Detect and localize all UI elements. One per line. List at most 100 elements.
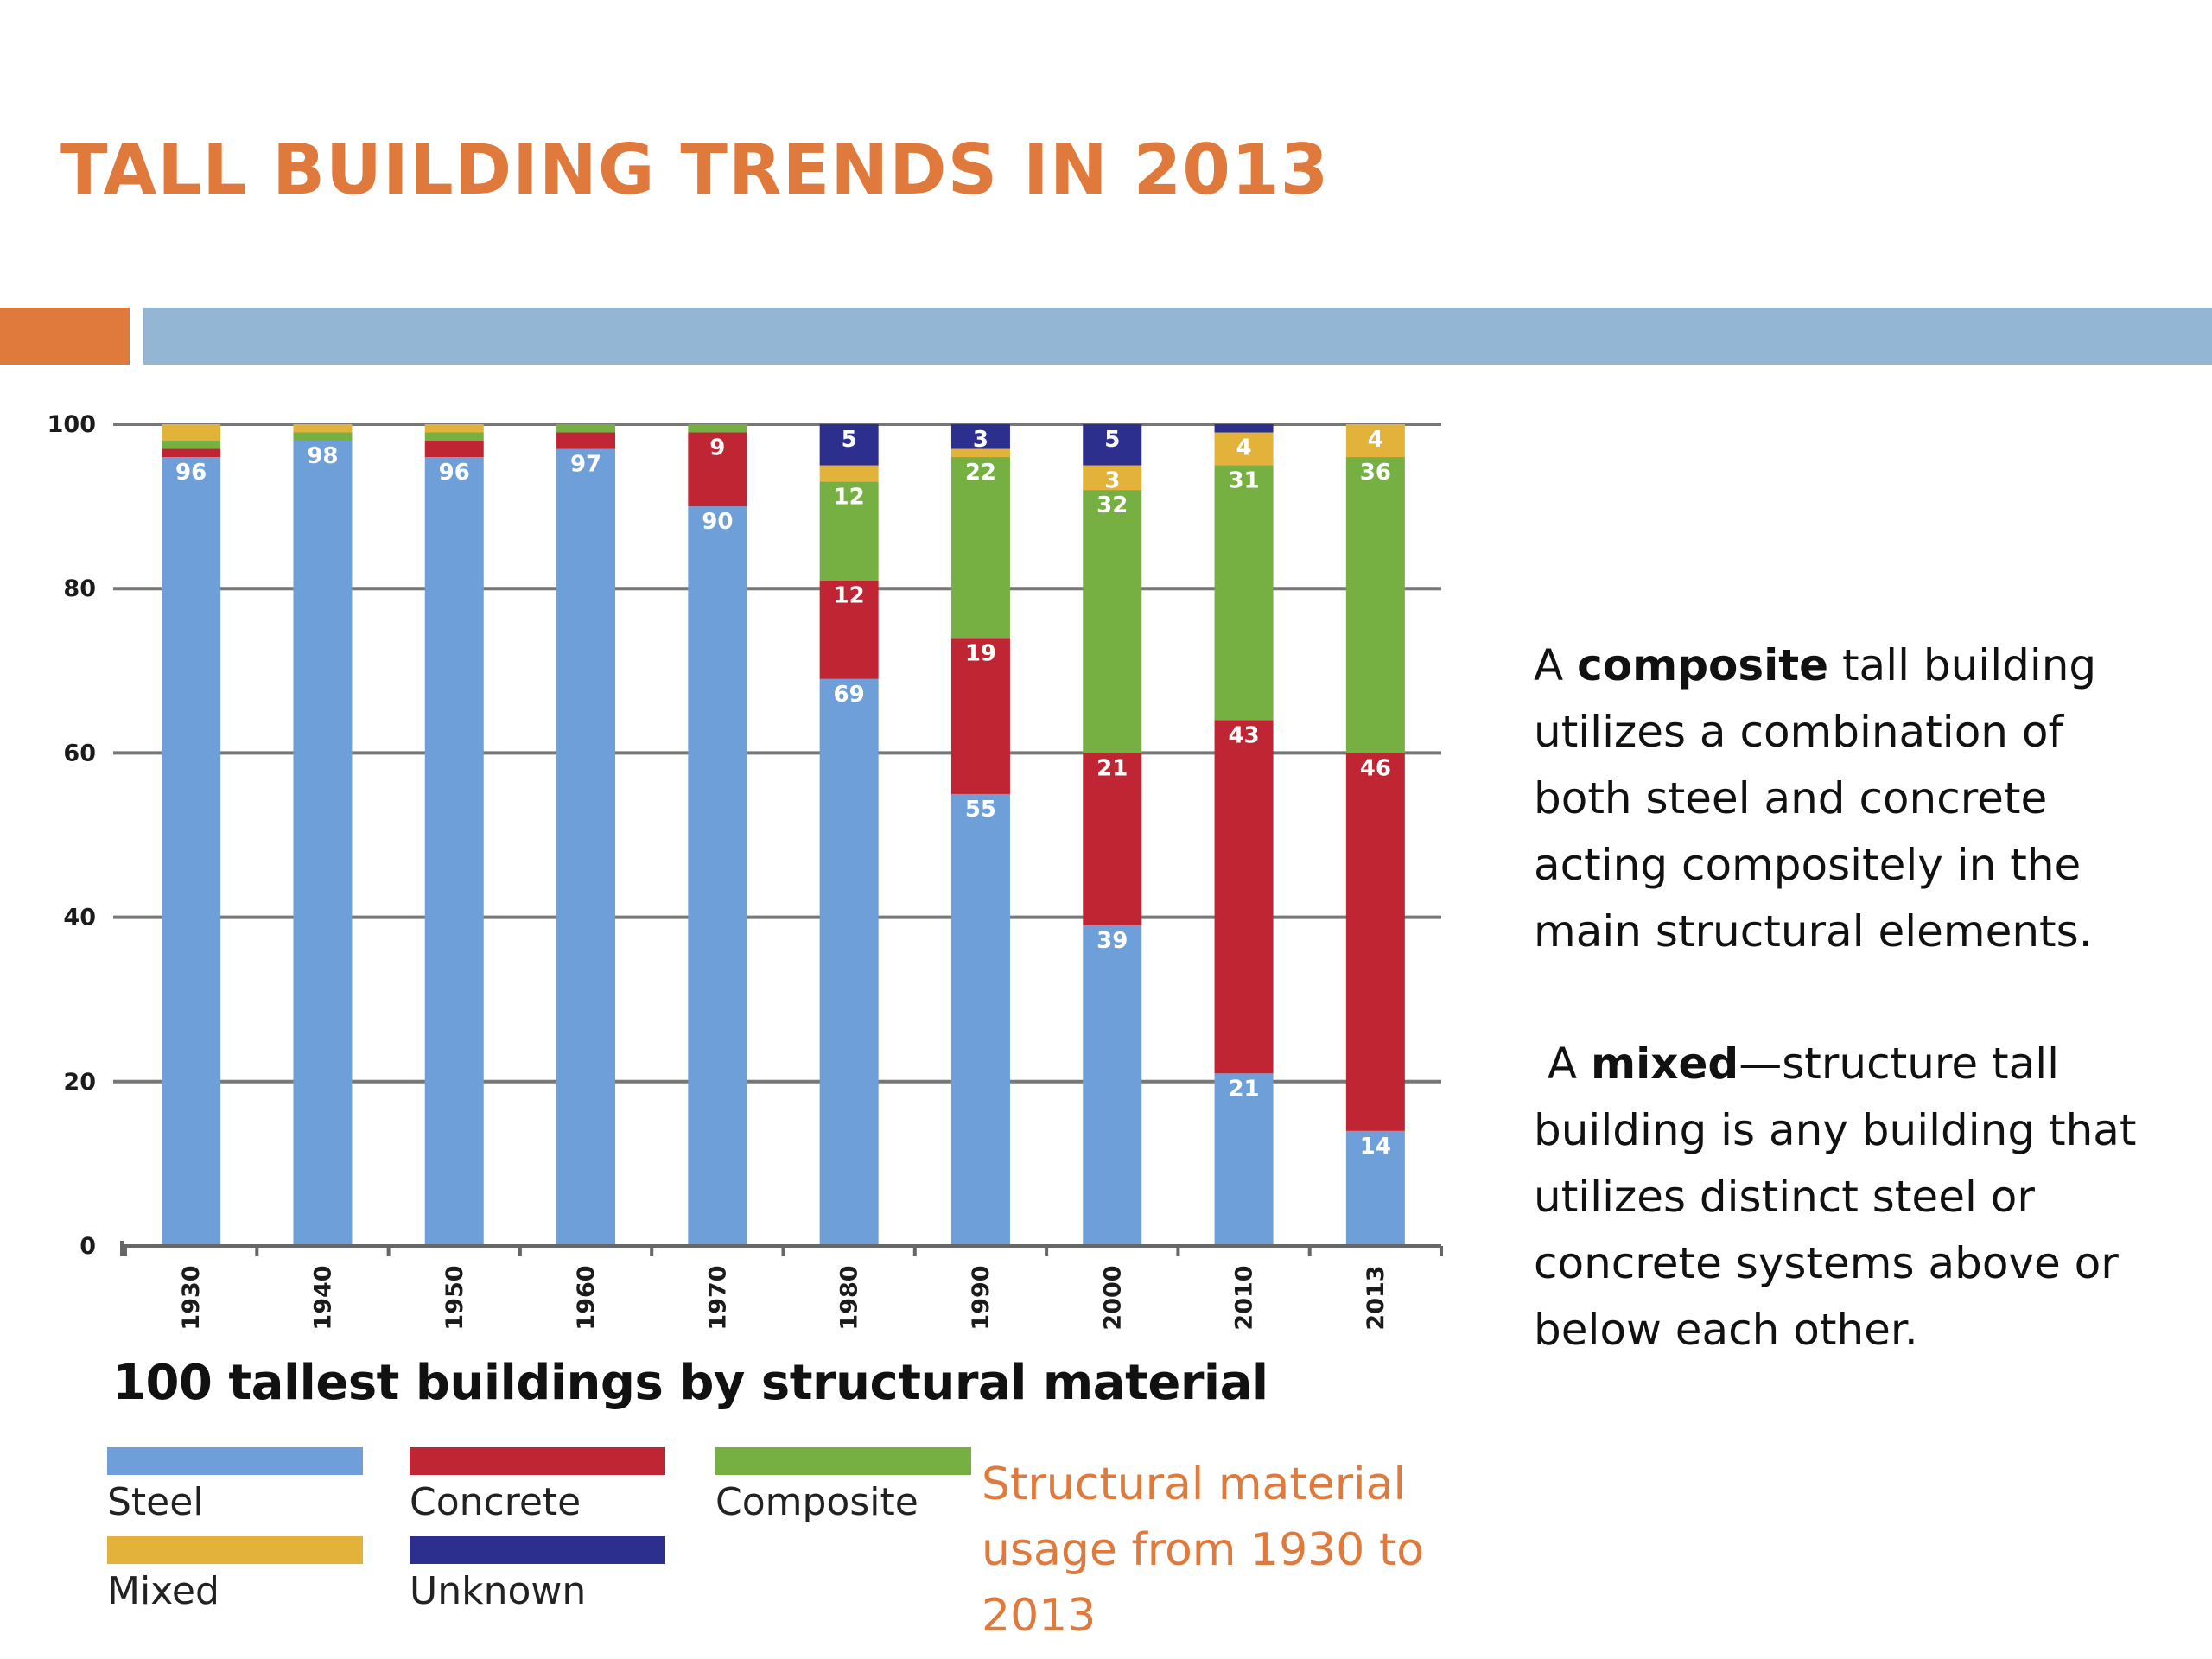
data-label: 5: [842, 427, 857, 453]
legend-label: Composite: [715, 1480, 918, 1524]
data-label: 3: [1104, 468, 1120, 494]
stacked-bar-chart: 0 20 40 60 80 100 96 1930 98 1940 96 1950 97 1960 90 9 1…: [48, 411, 1443, 1331]
data-label: 3: [973, 427, 988, 453]
bar-segment-steel: [556, 448, 616, 1246]
data-label: 32: [1096, 493, 1128, 518]
bar-segment-concrete: [556, 432, 616, 449]
data-label: 46: [1360, 755, 1391, 781]
y-tick-label: 40: [63, 905, 96, 931]
bar-segment-composite: [1214, 465, 1274, 721]
bar-segment-steel: [424, 457, 484, 1246]
data-label: 96: [439, 460, 470, 486]
x-tick-label: 2010: [1231, 1265, 1258, 1330]
bar-segment-mixed: [162, 424, 221, 442]
legend-label: Concrete: [410, 1480, 582, 1524]
bar-segment-mixed: [424, 424, 484, 433]
legend-item-steel: Steel: [107, 1447, 363, 1524]
bar-segment-mixed: [293, 424, 353, 433]
bar-segment-mixed: [1214, 432, 1274, 466]
data-label: 36: [1360, 460, 1391, 486]
bar-segment-steel: [950, 793, 1010, 1246]
data-label: 22: [965, 460, 996, 486]
definition-mixed: A mixed—structure tall building is any b…: [1534, 1031, 2173, 1363]
slide-title: TALL BUILDING TRENDS IN 2013: [60, 130, 1330, 210]
bar-segment-composite: [1345, 457, 1405, 753]
bar-segment-composite: [293, 432, 353, 442]
legend-item-composite: Composite: [715, 1447, 971, 1524]
data-label: 69: [834, 682, 865, 708]
data-label: 55: [965, 797, 996, 823]
bar-segment-mixed: [819, 465, 879, 482]
bar-segment-composite: [424, 432, 484, 442]
data-label: 12: [834, 583, 865, 609]
x-tick-label: 1950: [442, 1265, 468, 1330]
data-label: 9: [709, 435, 725, 461]
x-tick-label: 1980: [836, 1265, 863, 1330]
y-tick-label: 80: [63, 575, 96, 602]
accent-bar-orange: [0, 308, 130, 365]
data-label: 43: [1228, 722, 1259, 748]
y-tick-label: 100: [48, 411, 96, 438]
bar-segment-mixed: [1345, 424, 1405, 458]
bar-segment-composite: [688, 424, 747, 433]
x-tick-label: 1990: [968, 1265, 995, 1330]
definition-term: composite: [1577, 640, 1829, 690]
x-tick-label: 1940: [309, 1265, 336, 1330]
bar-segment-concrete: [1345, 753, 1405, 1131]
legend-label: Unknown: [410, 1569, 587, 1613]
bar-segment-steel: [1214, 1073, 1274, 1246]
data-label: 31: [1228, 468, 1259, 494]
definition-prefix: A: [1547, 1039, 1592, 1089]
bar-segment-unknown: [1083, 424, 1142, 466]
y-tick-label: 20: [63, 1069, 96, 1096]
chart-caption: Structural material usage from 1930 to 2…: [982, 1459, 1425, 1642]
data-label: 90: [702, 509, 733, 535]
data-label: 39: [1096, 928, 1128, 954]
definition-composite: A composite tall building utilizes a com…: [1534, 632, 2173, 965]
x-tick-label: 2000: [1099, 1265, 1126, 1330]
data-label: 21: [1096, 755, 1128, 781]
legend-swatch: [410, 1447, 665, 1475]
bar-segment-steel: [1345, 1130, 1405, 1246]
data-label: 14: [1360, 1134, 1391, 1160]
bar-segment-unknown: [950, 424, 1010, 449]
data-label: 98: [307, 443, 338, 469]
legend-label: Steel: [107, 1480, 204, 1524]
bar-segment-concrete: [819, 580, 879, 679]
definition-prefix: A: [1534, 640, 1578, 690]
x-tick-label: 1930: [178, 1265, 205, 1330]
data-label: 4: [1236, 435, 1252, 461]
data-label: 5: [1104, 427, 1120, 453]
bar-segment-composite: [162, 441, 221, 449]
bar-segment-steel: [293, 441, 353, 1246]
definition-text: tall building utilizes a combination of …: [1534, 640, 2097, 957]
data-label: 97: [570, 452, 601, 478]
y-tick-label: 60: [63, 740, 96, 766]
bar-segment-concrete: [1214, 720, 1274, 1074]
data-label: 96: [175, 460, 207, 486]
bar-segment-unknown: [819, 424, 879, 466]
legend-item-concrete: Concrete: [410, 1447, 665, 1524]
bar-segment-concrete: [1083, 753, 1142, 926]
bar-segment-composite: [1083, 490, 1142, 753]
bar-segment-steel: [162, 457, 221, 1246]
legend-swatch: [715, 1447, 971, 1475]
bar-segment-concrete: [950, 638, 1010, 794]
chart-title: 100 tallest buildings by structural mate…: [112, 1355, 1268, 1411]
bar-segment-steel: [688, 506, 747, 1246]
x-tick-label: 1970: [704, 1265, 731, 1330]
bar-segment-steel: [819, 678, 879, 1246]
bar-segment-composite: [556, 424, 616, 433]
bar-segment-steel: [1083, 925, 1142, 1246]
data-label: 4: [1368, 427, 1383, 453]
bar-segment-unknown: [1214, 424, 1274, 433]
legend-item-mixed: Mixed: [107, 1536, 363, 1613]
bar-segment-mixed: [950, 448, 1010, 458]
data-label: 19: [965, 640, 996, 666]
bar-segment-mixed: [1083, 465, 1142, 491]
definition-text: —structure tall building is any building…: [1534, 1039, 2137, 1355]
legend-swatch: [410, 1536, 665, 1564]
x-tick-label: 1960: [573, 1265, 600, 1330]
legend-swatch: [107, 1447, 363, 1475]
bar-segment-concrete: [424, 441, 484, 458]
